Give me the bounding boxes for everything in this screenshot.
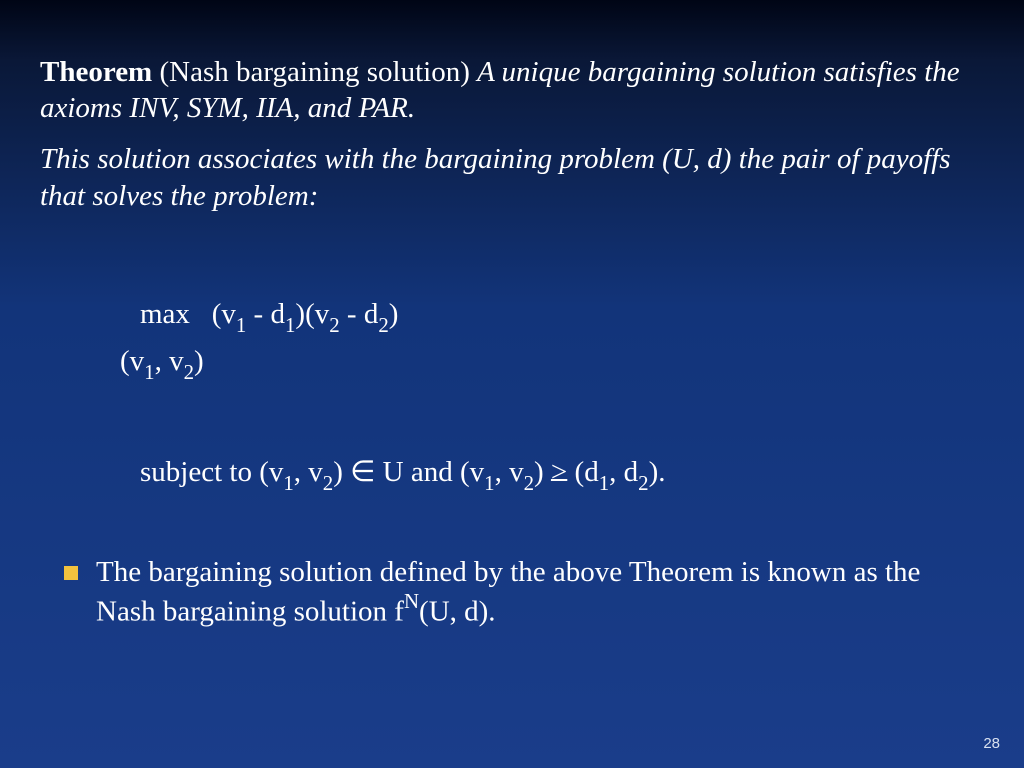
c-s1b: 1	[484, 471, 494, 495]
c-prefix: subject to (v	[140, 456, 283, 488]
vars-s2: 2	[184, 360, 194, 384]
max-label: max	[140, 298, 190, 330]
bullet-tail: (U, d).	[419, 595, 496, 627]
c-s2b: 2	[524, 471, 534, 495]
theorem-description: This solution associates with the bargai…	[40, 141, 974, 216]
vars-open: (v	[120, 345, 144, 377]
minus-d1: - d	[246, 298, 285, 330]
sub-2a: 2	[329, 313, 339, 337]
c-mid1b: , v	[495, 456, 524, 488]
paren-mid: )(v	[295, 298, 329, 330]
vars-s1: 1	[144, 360, 154, 384]
theorem-name: (Nash bargaining solution)	[152, 56, 477, 88]
c-comma-d: , d	[609, 456, 638, 488]
c-mid1: , v	[294, 456, 323, 488]
bullet-sup: N	[404, 589, 419, 613]
sub-1a: 1	[236, 313, 246, 337]
theorem-heading: Theorem (Nash bargaining solution) A uni…	[40, 54, 974, 127]
bullet-text: The bargaining solution defined by the a…	[96, 554, 974, 630]
theorem-label: Theorem	[40, 56, 152, 88]
math-constraint: subject to (v1, v2) ∈ U and (v1, v2) > (…	[140, 454, 974, 494]
vars-comma: , v	[155, 345, 184, 377]
c-d2: 2	[638, 471, 648, 495]
bullet-item: The bargaining solution defined by the a…	[40, 554, 974, 630]
math-max-row: max (v1 - d1)(v2 - d2)	[140, 296, 974, 337]
obj-open: (v	[212, 298, 236, 330]
obj-close: )	[389, 298, 399, 330]
math-objective: max (v1 - d1)(v2 - d2) (v1, v2)	[140, 296, 974, 384]
c-mid2: ) ∈ U and (v	[333, 456, 484, 488]
minus-d2: - d	[340, 298, 379, 330]
c-geq: >	[551, 456, 567, 488]
c-mid3: )	[534, 456, 551, 488]
vars-close: )	[194, 345, 204, 377]
c-s1: 1	[283, 471, 293, 495]
c-mid4: (d	[567, 456, 598, 488]
slide-content: Theorem (Nash bargaining solution) A uni…	[0, 0, 1024, 630]
c-d1: 1	[599, 471, 609, 495]
page-number: 28	[983, 735, 1000, 752]
c-s2: 2	[323, 471, 333, 495]
sub-1b: 1	[285, 313, 295, 337]
math-vars-row: (v1, v2)	[120, 343, 974, 384]
c-end: ).	[649, 456, 666, 488]
bullet-icon	[64, 566, 78, 580]
sub-2b: 2	[378, 313, 388, 337]
bullet-line1: The bargaining solution defined by the a…	[96, 556, 920, 628]
